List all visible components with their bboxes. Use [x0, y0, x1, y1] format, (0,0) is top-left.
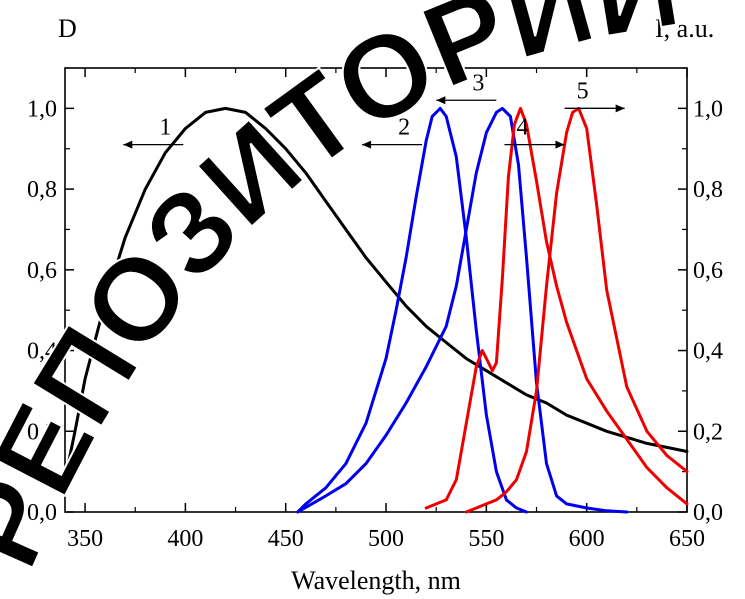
y-right-tick-label: 1,0 [693, 96, 723, 122]
arrow-head-5 [615, 104, 625, 113]
series-line-4 [424, 106, 689, 510]
y-right-tick-label: 0,0 [693, 500, 723, 526]
y-left-tick-label: 0,6 [27, 258, 57, 284]
arrow-head-2 [362, 140, 372, 149]
y-left-tick-label: 0,4 [27, 339, 57, 365]
y-left-tick-label: 0,2 [27, 419, 57, 445]
curve-label-4: 4 [516, 115, 528, 141]
x-tick-label: 400 [167, 526, 203, 552]
x-tick-label: 550 [468, 526, 504, 552]
x-tick-label: 650 [669, 526, 705, 552]
x-tick-label: 600 [569, 526, 605, 552]
y-left-tick-label: 1,0 [27, 96, 57, 122]
arrow-head-3 [436, 96, 446, 105]
arrow-head-1 [123, 140, 133, 149]
y-left-tick-label: 0,8 [27, 177, 57, 203]
x-tick-label: 350 [67, 526, 103, 552]
x-tick-label: 450 [268, 526, 304, 552]
curve-label-2: 2 [398, 115, 410, 141]
x-tick-label: 500 [368, 526, 404, 552]
y-right-tick-label: 0,4 [693, 339, 723, 365]
y-right-tick-label: 0,2 [693, 419, 723, 445]
curve-label-1: 1 [159, 115, 171, 141]
y-left-axis-title: D [58, 14, 77, 43]
y-right-tick-label: 0,8 [693, 177, 723, 203]
series-line-3 [296, 106, 629, 514]
series-line-1 [63, 106, 689, 482]
y-right-tick-label: 0,6 [693, 258, 723, 284]
arrow-head-4 [555, 140, 565, 149]
y-right-axis-title: I, a.u. [655, 14, 714, 43]
curve-label-3: 3 [472, 70, 484, 96]
curve-label-5: 5 [577, 78, 589, 104]
series-layer [63, 106, 689, 514]
x-axis-title: Wavelength, nm [291, 566, 461, 595]
series-line-5 [464, 106, 689, 514]
plot-frame [64, 67, 688, 513]
annotation-layer: 1 2 3 4 5 [123, 70, 625, 149]
y-left-tick-label: 0,0 [27, 500, 57, 526]
series-line-2 [296, 106, 528, 514]
